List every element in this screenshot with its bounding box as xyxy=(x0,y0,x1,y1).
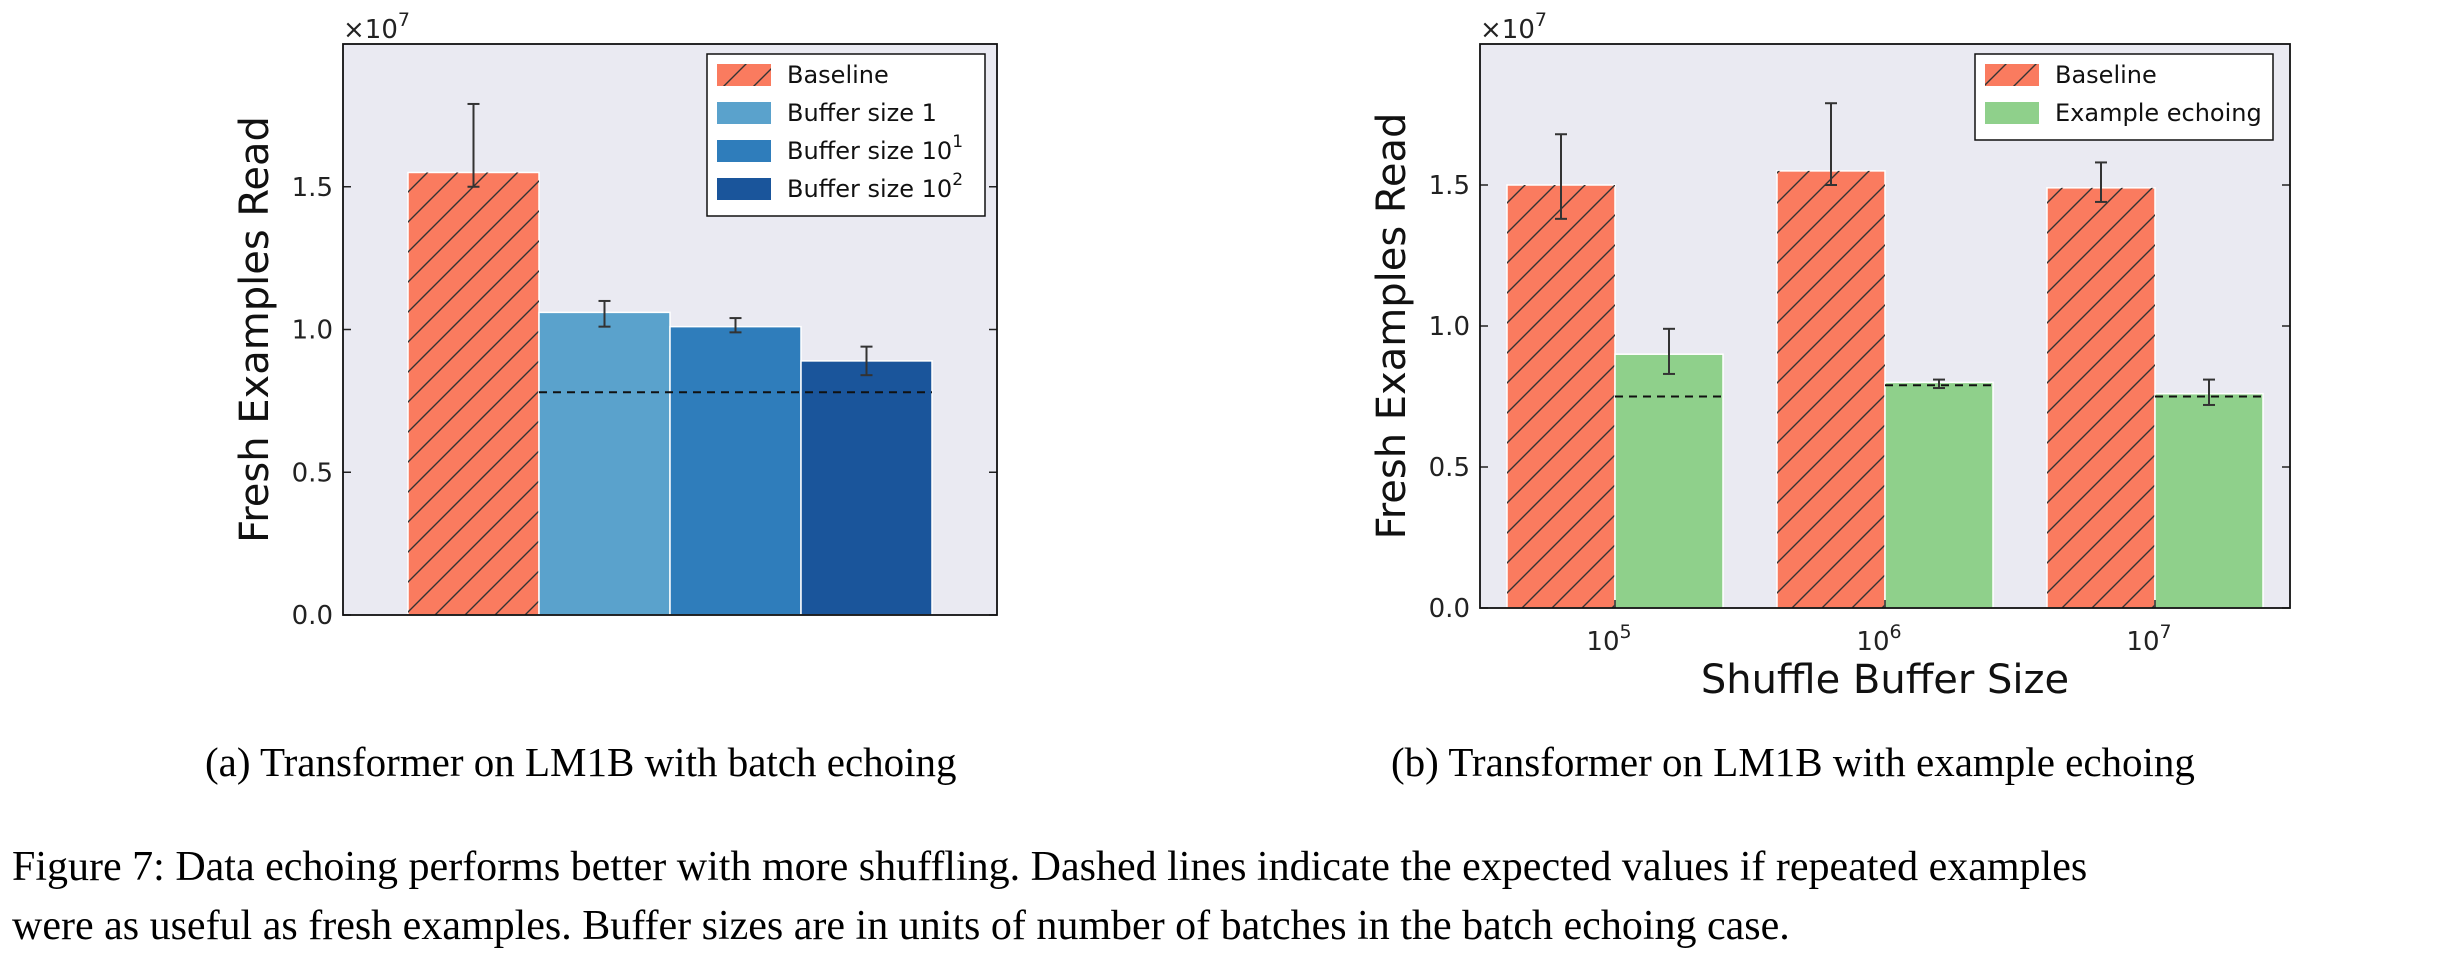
chart-a-legend-swatch-hatch xyxy=(717,64,771,86)
chart-a-plot-border xyxy=(342,43,998,616)
chart-b-ylabel: Fresh Examples Read xyxy=(1369,113,1415,540)
chart-a-legend-label: Baseline xyxy=(787,61,889,89)
figure-caption: Figure 7: Data echoing performs better w… xyxy=(12,838,2442,956)
chart-b-ytick-label: 1.5 xyxy=(1429,171,1470,201)
chart-a-legend-label: Buffer size 102 xyxy=(787,170,963,203)
chart-b-bar xyxy=(2154,392,2264,609)
chart-b-bar-hatch xyxy=(2047,187,2155,608)
chart-b-xlabel: Shuffle Buffer Size xyxy=(1701,657,2069,703)
chart-b-legend-label: Baseline xyxy=(2055,61,2157,89)
chart-b-y-multiplier: ×107 xyxy=(1480,9,1547,45)
figure-caption-line-1: Figure 7: Data echoing performs better w… xyxy=(12,844,2088,890)
chart-a-y-multiplier: ×107 xyxy=(343,9,410,45)
chart-b-legend-swatch xyxy=(1985,102,2039,124)
chart-b-example-echoing: 0.0 0.5 1.0 1.5 ×107 Fresh Examples Read 105 10… xyxy=(1369,9,2291,703)
chart-b-ytick-label: 0.5 xyxy=(1429,453,1470,483)
chart-a-ytick-label: 1.5 xyxy=(292,173,333,203)
chart-b-ytick-label: 0.0 xyxy=(1429,594,1470,624)
chart-b-xtick-label: 106 xyxy=(1856,621,1901,657)
chart-a-bar xyxy=(669,325,802,616)
chart-a-ytick-label: 0.5 xyxy=(292,458,333,488)
chart-b-bar-hatch xyxy=(1777,170,1885,608)
subcaption-a: (a) Transformer on LM1B with batch echoi… xyxy=(205,739,957,785)
chart-a-bar xyxy=(538,311,671,616)
chart-b-xtick-label: 105 xyxy=(1586,621,1631,657)
chart-a-ylabel: Fresh Examples Read xyxy=(232,116,278,543)
chart-b-xtick-label: 107 xyxy=(2126,621,2171,657)
chart-a-bar-hatch xyxy=(408,172,539,615)
chart-b-ytick-label: 1.0 xyxy=(1429,312,1470,342)
chart-a-legend-label: Buffer size 1 xyxy=(787,99,937,127)
chart-a-legend-swatch xyxy=(717,178,771,200)
chart-b-bar xyxy=(1614,353,1724,609)
chart-a-legend-swatch xyxy=(717,140,771,162)
chart-b-bar-hatch xyxy=(1507,185,1615,608)
chart-b-bar xyxy=(1884,381,1994,609)
chart-a-legend-swatch xyxy=(717,102,771,124)
chart-b-legend-swatch-hatch xyxy=(1985,64,2039,86)
chart-a-batch-echoing: 0.0 0.5 1.0 1.5 ×107 Fresh Examples Read Basel… xyxy=(232,9,998,631)
subcaption-b: (b) Transformer on LM1B with example ech… xyxy=(1391,739,2195,785)
chart-a-legend-label: Buffer size 101 xyxy=(787,132,963,165)
chart-a-ytick-label: 0.0 xyxy=(292,601,333,631)
chart-b-plot-border xyxy=(1479,43,2291,609)
figure-caption-line-2: were as useful as fresh examples. Buffer… xyxy=(12,903,1790,949)
chart-a-ytick-label: 1.0 xyxy=(292,316,333,346)
chart-b-legend-label: Example echoing xyxy=(2055,99,2262,127)
chart-a-bar xyxy=(800,360,933,616)
figure-canvas: 0.0 0.5 1.0 1.5 ×107 Fresh Examples Read Basel… xyxy=(232,9,2291,703)
